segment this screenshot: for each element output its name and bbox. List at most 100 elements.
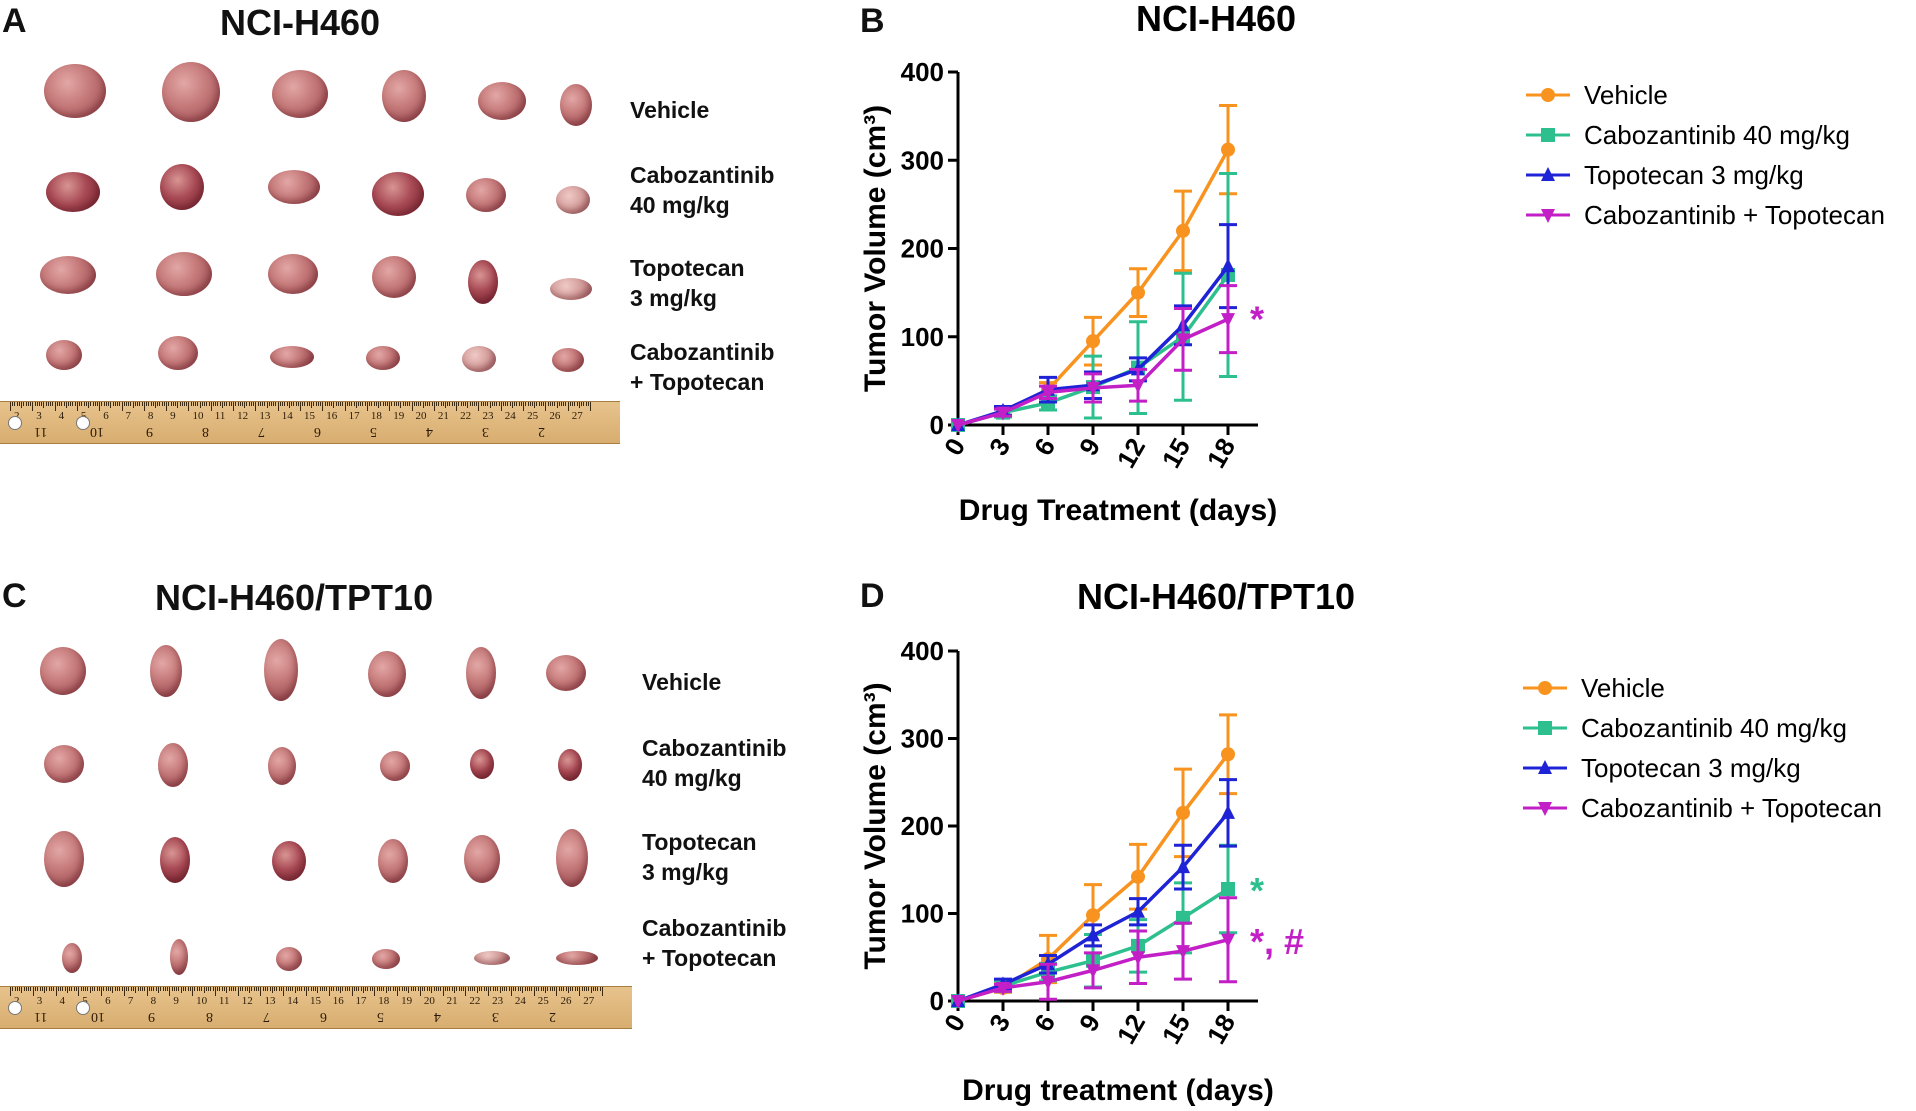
- ruler-tick: [94, 402, 96, 406]
- ruler-tick: [531, 987, 533, 991]
- ruler-tick: [492, 987, 494, 991]
- marker-triangle-down: [1041, 975, 1055, 990]
- ruler-tick: [190, 402, 192, 406]
- ruler-tick: [382, 402, 384, 406]
- legend-item: Cabozantinib + Topotecan: [1526, 200, 1885, 230]
- ruler-inch-number: 11: [34, 1009, 48, 1024]
- ruler-tick: [392, 987, 394, 991]
- ruler-tick: [128, 987, 130, 991]
- ruler-tick: [353, 402, 355, 406]
- ruler-tick: [317, 402, 319, 406]
- ruler-tick: [520, 402, 522, 406]
- marker-circle: [1086, 908, 1100, 923]
- ruler-tick: [587, 402, 589, 406]
- ruler-tick: [556, 987, 558, 996]
- ruler-tick: [503, 402, 504, 406]
- ruler-tick: [583, 402, 585, 406]
- ruler-tick: [132, 402, 134, 408]
- marker-triangle-down: [1131, 951, 1145, 966]
- ruler-tick: [331, 402, 333, 406]
- ruler-tick: [23, 987, 25, 991]
- ruler-tick: [436, 402, 438, 406]
- ruler-tick: [85, 987, 87, 991]
- ruler-tick: [387, 987, 389, 991]
- ruler-tick: [453, 402, 455, 406]
- ruler-tick: [14, 402, 16, 406]
- ruler-tick: [497, 987, 499, 991]
- ruler-tick: [246, 402, 248, 406]
- x-tick-label: 12: [1111, 1009, 1151, 1049]
- x-tick-label: 12: [1111, 433, 1151, 473]
- ruler-tick: [188, 402, 190, 411]
- ruler-cm-number: 8: [147, 410, 154, 422]
- ruler-tick: [417, 987, 419, 991]
- ruler-tick: [319, 987, 321, 991]
- ruler-tick: [540, 987, 542, 991]
- ruler-tick: [98, 987, 100, 991]
- ruler-tick: [123, 402, 125, 406]
- ruler-tick: [494, 987, 496, 991]
- ruler-tick: [413, 987, 414, 991]
- ruler-tick: [342, 987, 344, 991]
- ruler-tick: [107, 987, 109, 991]
- ruler-tick: [315, 987, 317, 991]
- ruler-tick: [329, 402, 330, 406]
- ruler-tick: [333, 987, 335, 991]
- ruler-tick: [372, 987, 374, 991]
- ruler-tick: [293, 402, 295, 406]
- ruler-tick: [162, 987, 164, 991]
- ruler-tick: [415, 987, 417, 991]
- ruler-cm-number: 4: [58, 410, 65, 422]
- ruler-tick: [402, 402, 404, 406]
- ruler-tick: [418, 402, 420, 406]
- ruler-cm-number: 4: [59, 995, 66, 1007]
- ruler-tick: [579, 987, 581, 996]
- ruler-inch-number: 4: [434, 1009, 442, 1024]
- tumor-specimen: [44, 64, 106, 118]
- ruler-tick: [408, 987, 410, 993]
- marker-circle: [1176, 223, 1190, 238]
- marker-square: [1538, 721, 1552, 735]
- ruler-tick: [249, 987, 251, 993]
- ruler-cm-number: 9: [173, 995, 179, 1007]
- marker-square: [1541, 128, 1555, 142]
- y-tick-label: 400: [901, 636, 944, 666]
- ruler-tick: [549, 402, 551, 406]
- ruler-tick: [315, 402, 317, 406]
- ruler-tick: [522, 987, 524, 993]
- ruler-tick: [574, 402, 576, 406]
- ruler-tick: [360, 402, 362, 406]
- ruler-tick: [302, 402, 304, 406]
- series-cabozantinib-topotecan: [951, 284, 1237, 433]
- ruler-inch-number: 7: [262, 1009, 270, 1024]
- marker-triangle-down: [996, 981, 1010, 996]
- ruler-tick: [556, 402, 558, 408]
- ruler-tick: [547, 402, 549, 406]
- ruler-tick: [474, 987, 476, 991]
- ruler-tick: [185, 987, 187, 991]
- tumor-specimen: [158, 743, 188, 787]
- ruler-tick: [478, 402, 480, 411]
- ruler-tick: [212, 987, 214, 991]
- ruler-tick: [506, 987, 508, 991]
- ruler-tick: [469, 402, 471, 406]
- ruler-tick: [481, 987, 483, 991]
- ruler-tick: [50, 987, 52, 991]
- ruler-tick: [269, 987, 271, 991]
- ruler-tick: [529, 987, 531, 991]
- marker-triangle-down: [1041, 386, 1055, 401]
- ruler-cm-number: 17: [355, 995, 367, 1007]
- ruler-tick: [337, 402, 339, 406]
- ruler-tick: [242, 402, 243, 406]
- legend-item: Topotecan 3 mg/kg: [1523, 753, 1801, 783]
- marker-triangle-up: [1131, 903, 1145, 918]
- ruler-cm-number: 12: [241, 995, 253, 1007]
- ruler-tick: [340, 987, 342, 993]
- ruler-tick: [14, 987, 16, 991]
- ruler-tick: [416, 402, 417, 406]
- ruler-inch-number: 3: [491, 1009, 499, 1024]
- ruler-tick: [121, 402, 123, 411]
- ruler-tick: [509, 402, 511, 406]
- ruler-tick: [306, 987, 307, 996]
- ruler-tick: [583, 987, 585, 991]
